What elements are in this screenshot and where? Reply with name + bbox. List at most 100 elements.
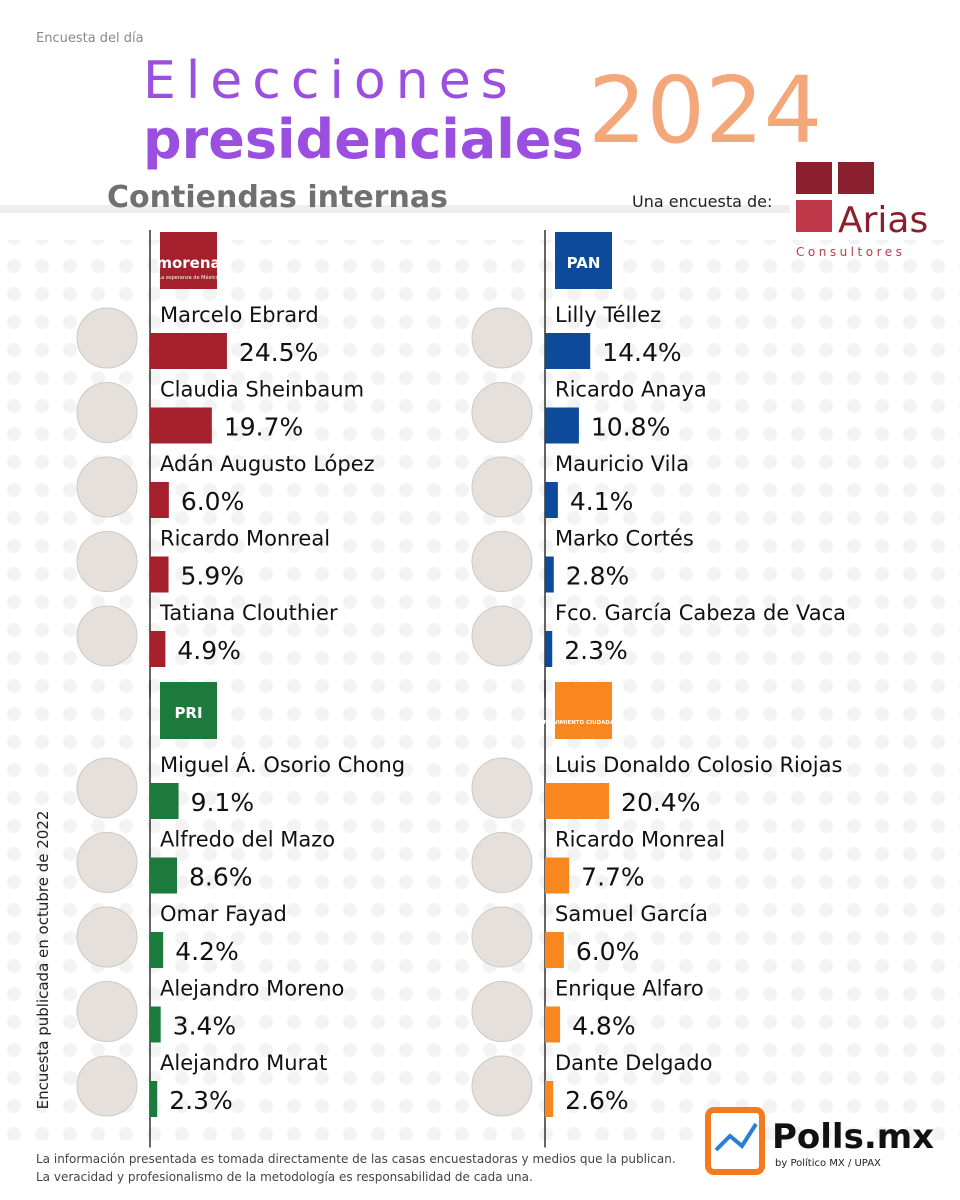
candidate-photo xyxy=(471,1055,533,1117)
candidate-photo xyxy=(471,605,533,667)
brand-name: Polls.mx xyxy=(772,1117,934,1157)
candidate-name: Tatiana Clouthier xyxy=(159,601,338,625)
candidate-name: Samuel García xyxy=(555,902,708,926)
candidate-photo xyxy=(76,906,138,968)
brand-icon-line xyxy=(714,1122,758,1152)
bar xyxy=(545,932,564,968)
bar xyxy=(150,556,169,593)
value-label: 20.4% xyxy=(621,788,700,817)
party-logo-text: PRI xyxy=(174,704,202,722)
candidate-name: Ricardo Monreal xyxy=(160,527,330,551)
candidate-name: Mauricio Vila xyxy=(555,452,689,476)
candidate-photo xyxy=(471,832,533,893)
bar xyxy=(545,333,591,369)
bar xyxy=(150,631,166,667)
value-label: 4.1% xyxy=(570,487,634,516)
bar xyxy=(150,333,227,369)
value-label: 19.7% xyxy=(224,413,303,442)
brand-sub: by Político MX / UPAX xyxy=(775,1157,881,1169)
candidate-photo xyxy=(471,981,533,1042)
value-label: 2.3% xyxy=(564,636,628,665)
title-year: 2024 xyxy=(588,57,822,164)
value-label: 14.4% xyxy=(602,338,681,367)
party-logo xyxy=(555,682,612,739)
candidate-name: Lilly Téllez xyxy=(555,303,661,327)
subtitle: Contiendas internas xyxy=(107,180,448,215)
candidate-photo xyxy=(76,531,138,592)
footer-line: La veracidad y profesionalismo de la met… xyxy=(36,1170,533,1184)
bar xyxy=(545,783,610,819)
candidate-photo xyxy=(76,1055,138,1117)
candidate-photo xyxy=(471,382,533,443)
bar xyxy=(150,857,178,894)
candidate-name: Marko Cortés xyxy=(555,527,694,551)
value-label: 6.0% xyxy=(181,487,245,516)
candidate-name: Marcelo Ebrard xyxy=(160,303,319,327)
value-label: 4.9% xyxy=(177,636,241,665)
value-label: 4.8% xyxy=(572,1012,636,1041)
bar xyxy=(150,482,169,518)
candidate-name: Alejandro Murat xyxy=(160,1051,327,1075)
bar xyxy=(545,1006,561,1043)
party-logo-text: MOVIMIENTO CIUDADANO xyxy=(544,720,624,726)
candidate-photo xyxy=(76,832,138,893)
candidate-name: Omar Fayad xyxy=(160,902,287,926)
candidate-name: Enrique Alfaro xyxy=(555,977,704,1001)
party-logo-sub: La esperanza de México xyxy=(158,274,218,281)
value-label: 5.9% xyxy=(181,562,245,591)
value-label: 6.0% xyxy=(576,937,640,966)
sponsor-label: Una encuesta de: xyxy=(632,192,772,211)
candidate-photo xyxy=(76,382,138,443)
candidate-name: Miguel Á. Osorio Chong xyxy=(160,752,405,777)
value-label: 2.3% xyxy=(169,1086,233,1115)
candidate-name: Dante Delgado xyxy=(555,1051,712,1075)
value-label: 24.5% xyxy=(239,338,318,367)
bar xyxy=(150,932,164,968)
footer-line: La información presentada es tomada dire… xyxy=(36,1152,676,1166)
candidate-photo xyxy=(471,906,533,968)
party-logo-text: PAN xyxy=(567,254,601,272)
party-logo-text: morena xyxy=(156,254,220,272)
value-label: 10.8% xyxy=(591,413,670,442)
party-logo xyxy=(555,232,612,289)
value-label: 2.8% xyxy=(566,562,630,591)
value-label: 8.6% xyxy=(189,863,253,892)
bar xyxy=(150,1006,161,1043)
candidate-photo xyxy=(76,981,138,1042)
candidate-name: Ricardo Anaya xyxy=(555,378,707,402)
candidate-photo xyxy=(471,757,533,819)
value-label: 4.2% xyxy=(175,937,239,966)
candidate-photo xyxy=(471,456,533,518)
party-logo xyxy=(160,682,217,739)
sponsor-logo: Arias Consultores xyxy=(796,162,928,259)
candidate-photo xyxy=(76,456,138,518)
candidate-name: Adán Augusto López xyxy=(160,452,375,476)
side-note: Encuesta publicada en octubre de 2022 xyxy=(34,811,52,1110)
bar xyxy=(545,407,579,444)
bar xyxy=(545,1081,554,1117)
bar xyxy=(150,1081,158,1117)
bar xyxy=(150,407,212,444)
candidate-photo xyxy=(471,531,533,592)
value-label: 2.6% xyxy=(565,1086,629,1115)
header-band xyxy=(0,205,790,213)
logo-block xyxy=(796,162,832,194)
sponsor-sub: Consultores xyxy=(796,245,905,259)
bar xyxy=(545,857,570,894)
title-line1: Elecciones xyxy=(143,51,518,111)
kicker: Encuesta del día xyxy=(36,31,144,46)
candidate-name: Alejandro Moreno xyxy=(160,977,344,1001)
sponsor-name: Arias xyxy=(838,200,928,241)
logo-block xyxy=(838,162,874,194)
candidate-name: Fco. García Cabeza de Vaca xyxy=(555,601,846,625)
candidate-name: Claudia Sheinbaum xyxy=(160,378,364,402)
logo-block xyxy=(796,200,832,232)
value-label: 7.7% xyxy=(581,863,645,892)
candidate-photo xyxy=(76,605,138,667)
bar xyxy=(545,556,554,593)
brand-logo: Polls.mx by Político MX / UPAX xyxy=(705,1107,934,1175)
candidate-name: Alfredo del Mazo xyxy=(160,828,335,852)
value-label: 3.4% xyxy=(173,1012,237,1041)
bar xyxy=(545,482,558,518)
